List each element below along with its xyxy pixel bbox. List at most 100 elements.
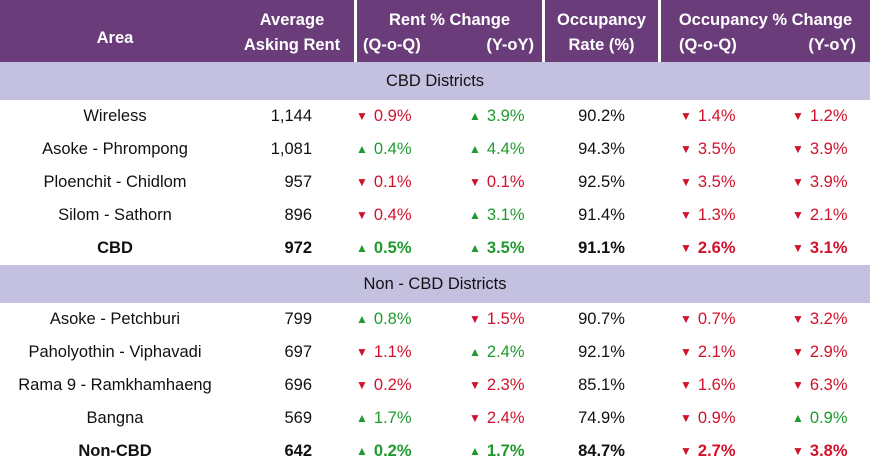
- occupancy-qoq-change: ▼ 0.9%: [680, 402, 736, 435]
- arrow-up-icon: ▲: [469, 444, 481, 458]
- table-row: Ploenchit - Chidlom 957 92.5% ▼ 0.1% ▼ 0.1% ▼ 3.…: [0, 166, 870, 199]
- arrow-down-icon: ▼: [792, 208, 804, 222]
- asking-rent: 1,144: [270, 107, 312, 125]
- change-value: 1.7%: [486, 442, 525, 460]
- header-rent-change: Rent % Change (Q-o-Q) (Y-oY): [357, 0, 542, 62]
- arrow-down-icon: ▼: [792, 345, 804, 359]
- table-row: Asoke - Phrompong 1,081 94.3% ▲ 0.4% ▲ 4.4% ▼ 3.…: [0, 133, 870, 166]
- arrow-up-icon: ▲: [469, 142, 481, 156]
- table-row: Silom - Sathorn 896 91.4% ▼ 0.4% ▲ 3.1% ▼ 1.3% ▼ 2…: [0, 199, 870, 232]
- header-occupancy-change-line1: Occupancy % Change: [678, 11, 853, 29]
- rent-yoy-change: ▲ 2.4%: [469, 336, 525, 369]
- arrow-up-icon: ▲: [469, 109, 481, 123]
- arrow-down-icon: ▼: [356, 345, 368, 359]
- arrow-up-icon: ▲: [356, 411, 368, 425]
- arrow-down-icon: ▼: [356, 175, 368, 189]
- arrow-down-icon: ▼: [680, 175, 692, 189]
- rent-yoy-change: ▼ 2.4%: [469, 402, 525, 435]
- arrow-down-icon: ▼: [680, 378, 692, 392]
- occupancy-yoy-change: ▼ 2.9%: [792, 336, 848, 369]
- arrow-down-icon: ▼: [680, 345, 692, 359]
- change-value: 0.9%: [373, 107, 412, 125]
- header-occupancy-line2: Rate (%): [568, 36, 635, 54]
- occupancy-yoy-change: ▼ 3.2%: [792, 303, 848, 336]
- occupancy-qoq-change: ▼ 2.1%: [680, 336, 736, 369]
- area-name: Asoke - Phrompong: [42, 140, 188, 158]
- change-value: 2.3%: [486, 376, 525, 394]
- area-name: Ploenchit - Chidlom: [43, 173, 187, 191]
- occupancy-rate: 90.7%: [578, 310, 625, 328]
- change-value: 2.6%: [697, 239, 736, 257]
- occupancy-rate: 84.7%: [578, 442, 625, 460]
- arrow-down-icon: ▼: [356, 208, 368, 222]
- occupancy-yoy-change: ▼ 3.9%: [792, 133, 848, 166]
- occupancy-yoy-change: ▼ 3.9%: [792, 166, 848, 199]
- arrow-up-icon: ▲: [356, 312, 368, 326]
- change-value: 0.9%: [809, 409, 848, 427]
- header-rent: Average Asking Rent: [230, 0, 354, 62]
- rent-yoy-change: ▲ 3.9%: [469, 100, 525, 133]
- rent-qoq-change: ▲ 0.2%: [356, 435, 412, 468]
- change-value: 3.8%: [809, 442, 848, 460]
- area-name: Wireless: [83, 107, 147, 125]
- arrow-up-icon: ▲: [469, 241, 481, 255]
- asking-rent: 697: [284, 343, 312, 361]
- rent-qoq-change: ▼ 0.2%: [356, 369, 412, 402]
- arrow-down-icon: ▼: [680, 241, 692, 255]
- arrow-down-icon: ▼: [792, 241, 804, 255]
- occupancy-rate: 92.1%: [578, 343, 625, 361]
- change-value: 1.1%: [373, 343, 412, 361]
- occupancy-qoq-change: ▼ 1.4%: [680, 100, 736, 133]
- arrow-up-icon: ▲: [469, 345, 481, 359]
- arrow-down-icon: ▼: [469, 378, 481, 392]
- asking-rent: 642: [284, 442, 312, 460]
- change-value: 0.4%: [373, 140, 412, 158]
- arrow-up-icon: ▲: [356, 142, 368, 156]
- rent-qoq-change: ▼ 1.1%: [356, 336, 412, 369]
- arrow-down-icon: ▼: [680, 142, 692, 156]
- occupancy-qoq-change: ▼ 1.3%: [680, 199, 736, 232]
- occupancy-yoy-change: ▼ 1.2%: [792, 100, 848, 133]
- arrow-down-icon: ▼: [792, 312, 804, 326]
- change-value: 0.8%: [373, 310, 412, 328]
- change-value: 2.4%: [486, 343, 525, 361]
- table-row: Bangna 569 74.9% ▲ 1.7% ▼ 2.4% ▼ 0.9% ▲ 0.9%: [0, 402, 870, 435]
- header-occupancy: Occupancy Rate (%): [545, 0, 658, 62]
- rent-yoy-change: ▲ 1.7%: [469, 435, 525, 468]
- arrow-down-icon: ▼: [792, 175, 804, 189]
- change-value: 3.9%: [809, 140, 848, 158]
- change-value: 3.5%: [486, 239, 525, 257]
- change-value: 1.4%: [697, 107, 736, 125]
- asking-rent: 957: [284, 173, 312, 191]
- change-value: 1.7%: [373, 409, 412, 427]
- arrow-down-icon: ▼: [356, 109, 368, 123]
- section-header: Non - CBD Districts: [0, 265, 870, 303]
- rent-qoq-change: ▼ 0.4%: [356, 199, 412, 232]
- arrow-up-icon: ▲: [469, 208, 481, 222]
- occupancy-rate: 94.3%: [578, 140, 625, 158]
- arrow-down-icon: ▼: [792, 109, 804, 123]
- change-value: 3.9%: [486, 107, 525, 125]
- change-value: 4.4%: [486, 140, 525, 158]
- rent-qoq-change: ▼ 0.9%: [356, 100, 412, 133]
- rent-qoq-change: ▲ 0.8%: [356, 303, 412, 336]
- change-value: 2.7%: [697, 442, 736, 460]
- asking-rent: 696: [284, 376, 312, 394]
- arrow-up-icon: ▲: [356, 241, 368, 255]
- arrow-down-icon: ▼: [792, 142, 804, 156]
- arrow-down-icon: ▼: [680, 208, 692, 222]
- occupancy-yoy-change: ▲ 0.9%: [792, 402, 848, 435]
- occupancy-yoy-change: ▼ 3.8%: [792, 435, 848, 468]
- arrow-down-icon: ▼: [680, 312, 692, 326]
- header-rent-change-yoy: (Y-oY): [486, 36, 534, 54]
- area-name: Rama 9 - Ramkhamhaeng: [18, 376, 212, 394]
- rent-yoy-change: ▲ 3.1%: [469, 199, 525, 232]
- header-rent-line2: Asking Rent: [243, 36, 341, 54]
- rent-qoq-change: ▲ 1.7%: [356, 402, 412, 435]
- arrow-down-icon: ▼: [356, 378, 368, 392]
- rent-qoq-change: ▲ 0.4%: [356, 133, 412, 166]
- header-area-label: Area: [96, 29, 134, 47]
- occupancy-rate: 91.1%: [578, 239, 625, 257]
- change-value: 3.1%: [486, 206, 525, 224]
- occupancy-qoq-change: ▼ 1.6%: [680, 369, 736, 402]
